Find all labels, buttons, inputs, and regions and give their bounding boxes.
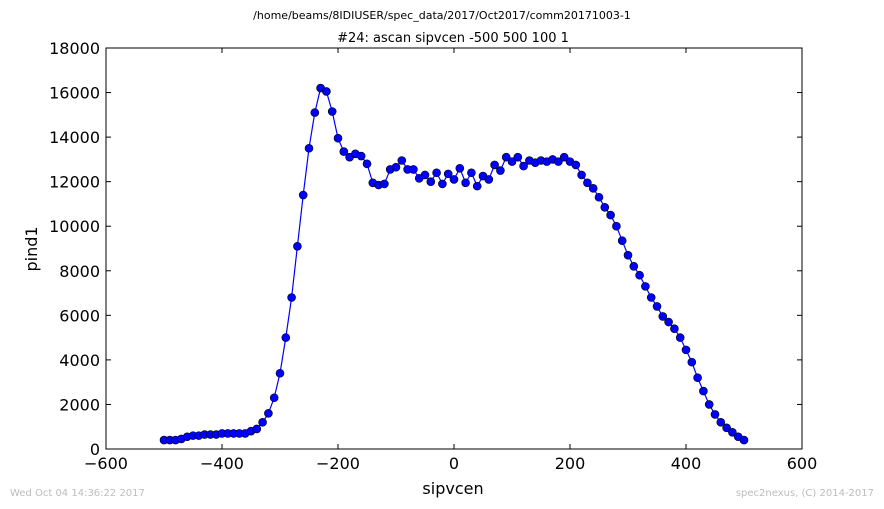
data-point [490, 160, 499, 170]
footer-timestamp: Wed Oct 04 14:36:22 2017 [10, 488, 145, 499]
x-tick-label: 0 [449, 454, 459, 473]
y-tick-label: 10000 [49, 217, 100, 236]
data-point [507, 157, 517, 166]
y-tick-label: 16000 [49, 84, 100, 103]
x-tick-label: −400 [200, 454, 244, 473]
data-point [675, 333, 685, 342]
data-point [409, 165, 418, 174]
data-point [658, 312, 668, 321]
data-point [298, 190, 308, 200]
data-point [275, 368, 285, 378]
data-point [716, 417, 726, 427]
data-point [484, 175, 494, 184]
data-point [681, 345, 691, 355]
data-point [513, 152, 523, 162]
y-tick-label: 0 [90, 440, 100, 459]
data-point [577, 170, 586, 180]
data-point [496, 166, 505, 175]
plot-frame [105, 47, 803, 450]
y-axis-label: pind1 [22, 226, 41, 271]
series-line [164, 87, 745, 441]
data-point [612, 221, 621, 231]
data-point [519, 161, 528, 171]
y-tick-label: 18000 [49, 39, 100, 58]
data-point [269, 393, 279, 403]
x-tick-label: 200 [555, 454, 586, 473]
data-point [432, 168, 441, 178]
data-point [571, 160, 581, 170]
x-axis: −600 −400 −200 0 200 400 600 [84, 48, 817, 473]
x-axis-label: sipvcen [422, 479, 483, 498]
data-point [704, 400, 714, 409]
data-point [641, 282, 650, 291]
y-tick-label: 12000 [49, 173, 100, 192]
data-point [722, 423, 731, 433]
data-point [362, 159, 372, 169]
data-point [554, 157, 563, 166]
data-point [455, 164, 465, 173]
data-point [304, 143, 314, 153]
x-tick-label: 600 [787, 454, 818, 473]
chart-suptitle: /home/beams/8IDIUSER/spec_data/2017/Oct2… [253, 9, 631, 22]
x-tick-label: −200 [316, 454, 360, 473]
plot-area [105, 47, 803, 450]
data-point [420, 170, 430, 180]
data-point [339, 147, 349, 156]
x-tick-label: 400 [671, 454, 702, 473]
data-point [600, 202, 610, 212]
data-point [617, 236, 627, 246]
data-point [646, 293, 656, 302]
data-point [739, 435, 749, 445]
data-point [461, 178, 470, 188]
data-point [293, 241, 302, 251]
y-tick-label: 2000 [59, 395, 100, 414]
data-point [449, 175, 459, 184]
data-point [322, 87, 331, 96]
data-point [728, 427, 737, 437]
data-point [687, 357, 697, 367]
data-point [588, 184, 598, 193]
data-point [258, 417, 267, 427]
data-point [467, 168, 476, 178]
data-point [652, 302, 662, 311]
data-point [693, 373, 702, 383]
data-point [664, 317, 673, 327]
data-point [356, 151, 366, 161]
data-point [438, 179, 447, 189]
data-point [594, 192, 604, 202]
data-point [397, 156, 407, 165]
data-point [559, 152, 569, 162]
data-point [670, 324, 679, 334]
data-point [606, 210, 615, 220]
data-point [635, 270, 644, 280]
data-point [583, 178, 592, 188]
chart-title: #24: ascan sipvcen -500 500 100 1 [337, 31, 569, 46]
data-point [264, 409, 273, 418]
data-point [287, 293, 296, 302]
data-point [310, 108, 320, 117]
y-tick-label: 6000 [59, 306, 100, 325]
y-tick-label: 8000 [59, 262, 100, 281]
y-tick-label: 4000 [59, 351, 100, 370]
data-point [281, 333, 291, 342]
data-point [629, 262, 639, 271]
series-layer [159, 83, 749, 445]
data-point [333, 133, 343, 143]
data-point [391, 162, 401, 172]
data-point [623, 250, 633, 260]
data-point [699, 386, 708, 396]
data-point [710, 410, 720, 419]
data-point [501, 152, 511, 162]
data-point [380, 179, 389, 189]
y-axis: 0 2000 4000 6000 8000 10000 12000 14000 16000 180… [49, 39, 802, 459]
data-point [472, 181, 482, 191]
footer-credit: spec2nexus, (C) 2014-2017 [735, 488, 874, 499]
x-tick-label: −600 [84, 454, 128, 473]
data-point [327, 107, 337, 116]
y-tick-label: 14000 [49, 128, 100, 147]
data-point [252, 424, 262, 434]
data-point [443, 169, 453, 179]
data-point [426, 177, 436, 186]
